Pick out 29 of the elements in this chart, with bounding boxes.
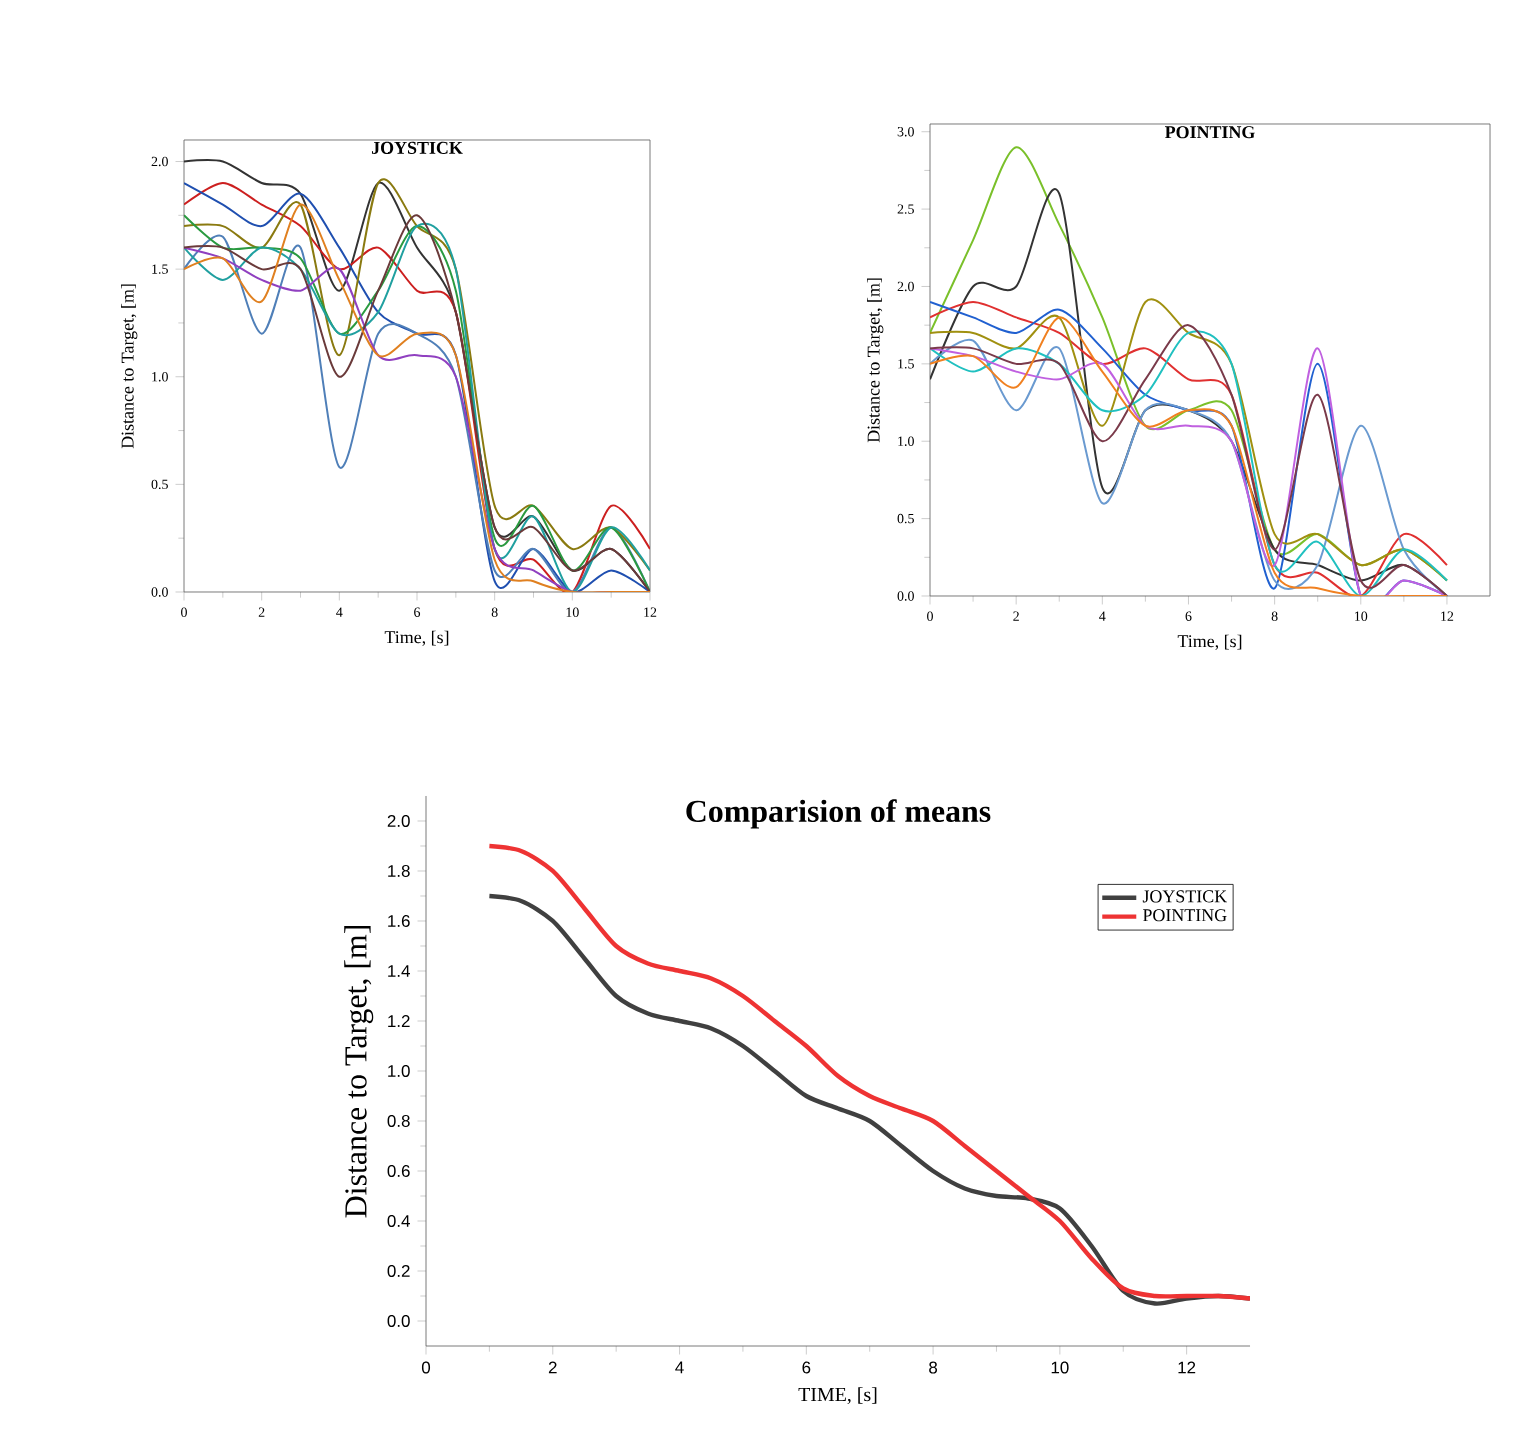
y-axis-title: Distance to Target, [m] (867, 278, 884, 443)
chart-title: Comparision of means (686, 799, 991, 829)
y-tick-label: 0.0 (387, 1315, 410, 1327)
y-tick-label: 1.0 (388, 1065, 410, 1077)
x-axis-title: Time, [s] (1177, 634, 1242, 650)
y-axis-title: Distance to Target, [m] (121, 284, 138, 449)
y-tick-label: 1.4 (388, 965, 410, 977)
y-tick-label: 1.8 (388, 865, 410, 877)
y-tick-label: 0.2 (387, 1265, 410, 1277)
y-tick-label: 1.6 (388, 915, 410, 927)
y-tick-label: 0.6 (387, 1165, 410, 1177)
chart-title: JOYSTICK (371, 141, 463, 154)
x-tick-label: 4 (675, 1361, 684, 1374)
y-axis-title: Distance to Target, [m] (344, 926, 374, 1218)
y-tick-label: 1.2 (388, 1015, 410, 1027)
y-tick-label: 0.8 (387, 1115, 410, 1127)
y-tick-label: 2.0 (387, 815, 410, 827)
x-axis-title: TIME, [s] (798, 1387, 877, 1405)
x-tick-label: 0 (421, 1361, 431, 1374)
x-tick-label: 10 (1051, 1361, 1069, 1374)
x-tick-label: 12 (1178, 1361, 1196, 1374)
chart-title: POINTING (1164, 126, 1255, 139)
y-tick-label: 0.4 (387, 1215, 410, 1227)
x-axis-title: Time, [s] (384, 630, 449, 646)
legend-label: POINTING (1142, 909, 1227, 922)
x-tick-label: 8 (929, 1361, 938, 1374)
x-tick-label: 6 (802, 1361, 811, 1374)
x-tick-label: 2 (548, 1361, 557, 1374)
legend-label: JOYSTICK (1142, 890, 1227, 903)
